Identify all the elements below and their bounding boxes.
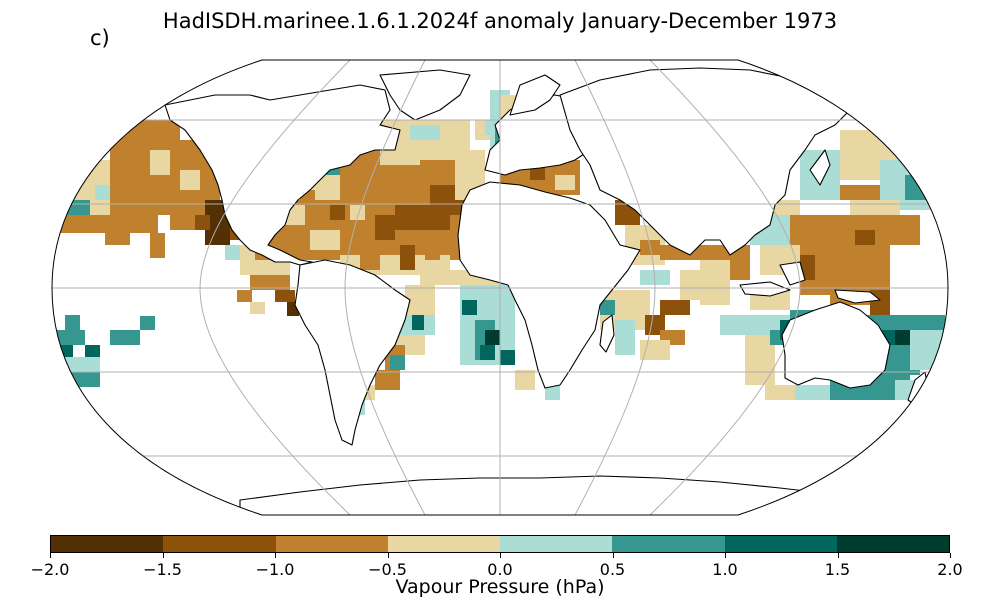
colorbar-tick-label: −0.5 [368, 560, 407, 579]
anomaly-cell [555, 175, 575, 190]
anomaly-cell [65, 200, 90, 215]
madagascar-land [599, 314, 615, 353]
anomaly-cell [600, 300, 615, 315]
colorbar-tick-label: 2.0 [937, 560, 963, 579]
anomaly-cell [225, 245, 240, 260]
colorbar-tick-label: 0.5 [599, 560, 626, 579]
scandinavia-land [509, 74, 561, 116]
anomaly-cell [700, 290, 730, 305]
anomaly-cell [500, 350, 515, 365]
map-title: HadISDH.marinee.1.6.1.2024f anomaly Janu… [162, 9, 838, 33]
anomaly-cell [795, 385, 830, 400]
anomaly-cell [310, 230, 340, 250]
colorbar-tick-label: 1.0 [712, 560, 738, 579]
globe-outline [51, 59, 949, 516]
anomaly-cell [390, 355, 405, 370]
anomaly-cell [730, 255, 750, 280]
anomaly-cell [105, 233, 130, 245]
colorbar-tick [725, 553, 726, 558]
colorbar-label: Vapour Pressure (hPa) [395, 576, 605, 598]
anomaly-cell [375, 370, 400, 390]
anomaly-cell [545, 385, 560, 400]
australia-land [781, 301, 891, 389]
anomaly-cell [515, 370, 535, 390]
panel-label: c) [90, 26, 110, 50]
anomaly-cell [250, 302, 265, 314]
anomaly-cell [60, 357, 100, 372]
anomaly-cell [237, 290, 252, 302]
anomaly-cell [485, 330, 500, 345]
colorbar-segment [836, 536, 949, 552]
anomaly-cell [462, 300, 477, 315]
greenland-land [379, 69, 471, 121]
anomaly-cell [895, 330, 910, 345]
japan-land [809, 149, 831, 186]
anomaly-cell [120, 120, 180, 140]
anomaly-cell [180, 170, 200, 190]
colorbar-tick [50, 553, 51, 558]
anomaly-cell [400, 245, 415, 270]
anomaly-cell [850, 200, 900, 215]
anomaly-cell [250, 275, 290, 290]
colorbar-segment [163, 536, 276, 552]
north-america-land [164, 84, 401, 266]
colorbar-tick [387, 553, 389, 558]
colorbar-ticks: −2.0 −1.5 −1.0 −0.5 0.0 0.5 1.0 1.5 2.0 [31, 553, 963, 579]
colorbar-tick [275, 553, 276, 558]
anomaly-cell [375, 215, 395, 240]
anomaly-cell [660, 300, 690, 315]
anomaly-cell [150, 233, 165, 258]
south-america-land [294, 259, 411, 446]
graticule [52, 60, 948, 515]
anomaly-cell [765, 385, 795, 400]
africa-land [457, 181, 641, 389]
anomaly-cell [195, 215, 210, 230]
anomaly-cell [58, 215, 158, 233]
indonesia-land [739, 281, 791, 297]
anomaly-cell [480, 345, 495, 360]
colorbar-tick [612, 553, 614, 558]
antarctica-land [239, 475, 881, 515]
colorbar-segment [275, 536, 388, 552]
colorbar-segment [500, 536, 613, 552]
anomaly-cell [360, 245, 380, 270]
anomaly-cell [840, 185, 880, 200]
anomaly-cell [330, 205, 345, 220]
borneo-land [779, 261, 806, 286]
colorbar-tick-label: −1.5 [143, 560, 182, 579]
anomaly-cell [110, 330, 140, 345]
anomaly-cell [412, 315, 424, 330]
anomaly-cell [300, 190, 315, 200]
anomaly-cell [85, 345, 100, 357]
anomaly-cell [410, 125, 440, 140]
colorbar-tick-label: 1.5 [824, 560, 851, 579]
new-guinea-land [834, 289, 881, 304]
colorbar-tick [950, 553, 951, 558]
colorbar-tick-label: −1.0 [255, 560, 295, 579]
anomaly-cell [910, 330, 945, 370]
colorbar-tick [162, 553, 164, 558]
anomaly-cell [65, 315, 80, 330]
anomaly-cell [640, 340, 670, 360]
anomaly-cell [395, 205, 450, 230]
colorbar-tick-label: 0.0 [487, 560, 513, 579]
anomaly-cell [350, 205, 365, 220]
colorbar [50, 535, 950, 553]
anomaly-cell [425, 240, 440, 260]
coastlines [164, 67, 929, 515]
colorbar-tick [500, 553, 501, 558]
colorbar-segment [387, 536, 500, 552]
anomaly-cell [55, 330, 85, 345]
anomaly-cell [70, 372, 100, 387]
colorbar-segment [724, 536, 837, 552]
anomaly-cell [140, 316, 155, 330]
colorbar-tick-label: −2.0 [30, 560, 70, 579]
colorbar-tick [837, 553, 839, 558]
anomaly-cell [275, 290, 295, 302]
colorbar-segment [51, 536, 164, 552]
colorbar-segment [612, 536, 725, 552]
anomaly-cell [615, 320, 635, 355]
